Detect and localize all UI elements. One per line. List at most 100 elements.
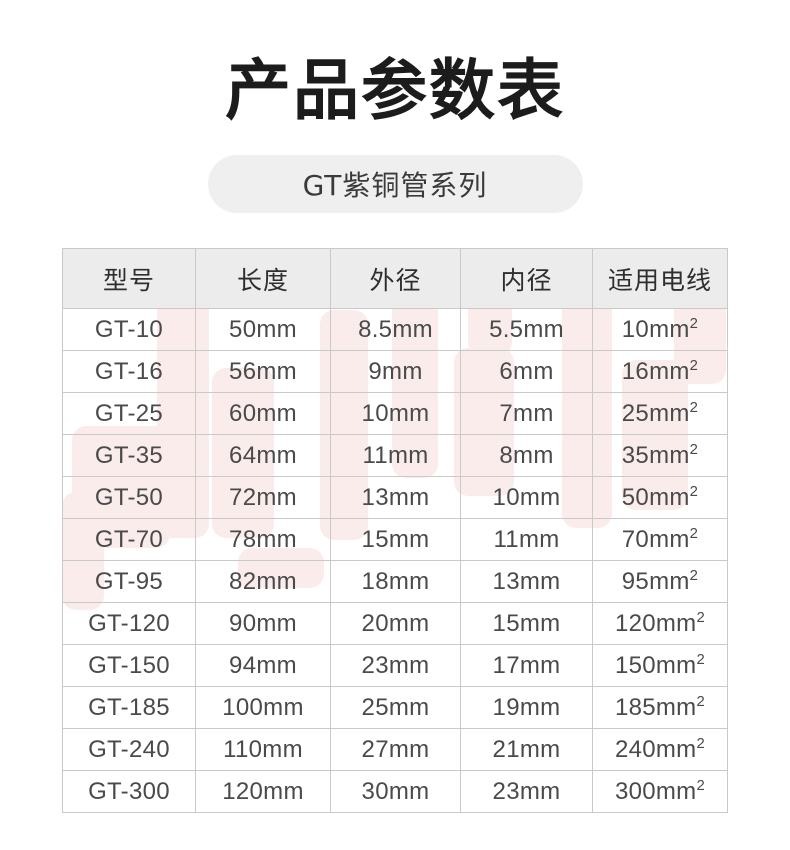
cell-model: GT-185 <box>62 686 196 729</box>
table-row: GT-185 100mm 25mm 19mm 185mm2 <box>62 686 728 729</box>
cell-model: GT-50 <box>62 476 196 519</box>
cell-applicable-wire: 300mm2 <box>592 770 728 813</box>
cell-length: 120mm <box>195 770 331 813</box>
cell-length: 94mm <box>195 644 331 687</box>
wire-value: 25 <box>621 399 650 427</box>
table-header-row: 型号 长度 外径 内径 适用电线 <box>62 248 728 309</box>
wire-unit-exponent: 2 <box>689 441 699 458</box>
wire-unit: mm <box>655 651 697 679</box>
cell-outer-diameter: 18mm <box>330 560 461 603</box>
cell-inner-diameter: 15mm <box>460 602 593 645</box>
cell-outer-diameter: 11mm <box>330 434 461 477</box>
cell-outer-diameter: 9mm <box>330 350 461 393</box>
table-row: GT-95 82mm 18mm 13mm 95mm2 <box>62 560 728 603</box>
cell-outer-diameter: 15mm <box>330 518 461 561</box>
wire-value: 35 <box>621 441 650 469</box>
cell-outer-diameter: 23mm <box>330 644 461 687</box>
spec-table: 型号 长度 外径 内径 适用电线 GT-10 50mm 8.5mm 5.5mm 10mm… <box>62 248 728 813</box>
cell-outer-diameter: 20mm <box>330 602 461 645</box>
cell-length: 78mm <box>195 518 331 561</box>
table-row: GT-150 94mm 23mm 17mm 150mm2 <box>62 644 728 687</box>
cell-applicable-wire: 25mm2 <box>592 392 728 435</box>
page-title: 产品参数表 <box>225 52 565 129</box>
wire-unit: mm <box>655 609 697 637</box>
subtitle-container: GT紫铜管系列 <box>0 155 790 213</box>
cell-model: GT-70 <box>62 518 196 561</box>
wire-unit: mm <box>649 441 690 469</box>
table-header: 型号 长度 外径 内径 适用电线 <box>62 248 728 309</box>
wire-unit: mm <box>655 735 697 763</box>
wire-value: 95 <box>621 567 650 595</box>
cell-inner-diameter: 5.5mm <box>460 308 593 351</box>
wire-value: 10 <box>621 315 650 343</box>
wire-unit-exponent: 2 <box>696 693 706 710</box>
cell-model: GT-25 <box>62 392 196 435</box>
table-body: GT-10 50mm 8.5mm 5.5mm 10mm2 GT-16 56mm 9mm 6mm 1… <box>62 308 728 813</box>
cell-inner-diameter: 10mm <box>460 476 593 519</box>
wire-value: 70 <box>621 525 650 553</box>
column-header-model: 型号 <box>62 248 196 309</box>
cell-inner-diameter: 17mm <box>460 644 593 687</box>
wire-unit: mm <box>649 483 690 511</box>
wire-unit-exponent: 2 <box>689 357 699 374</box>
cell-inner-diameter: 6mm <box>460 350 593 393</box>
table-row: GT-35 64mm 11mm 8mm 35mm2 <box>62 434 728 477</box>
cell-model: GT-35 <box>62 434 196 477</box>
cell-inner-diameter: 8mm <box>460 434 593 477</box>
wire-unit-exponent: 2 <box>696 651 706 668</box>
cell-applicable-wire: 50mm2 <box>592 476 728 519</box>
wire-unit: mm <box>655 693 697 721</box>
cell-outer-diameter: 10mm <box>330 392 461 435</box>
cell-applicable-wire: 35mm2 <box>592 434 728 477</box>
cell-inner-diameter: 21mm <box>460 728 593 771</box>
cell-length: 64mm <box>195 434 331 477</box>
cell-length: 56mm <box>195 350 331 393</box>
wire-value: 16 <box>621 357 650 385</box>
wire-unit: mm <box>655 777 697 805</box>
cell-inner-diameter: 7mm <box>460 392 593 435</box>
cell-applicable-wire: 70mm2 <box>592 518 728 561</box>
wire-unit: mm <box>649 357 690 385</box>
wire-value: 185 <box>614 693 656 721</box>
wire-unit-exponent: 2 <box>689 483 699 500</box>
wire-unit: mm <box>649 399 690 427</box>
cell-length: 110mm <box>195 728 331 771</box>
wire-value: 50 <box>621 483 650 511</box>
cell-applicable-wire: 240mm2 <box>592 728 728 771</box>
cell-model: GT-16 <box>62 350 196 393</box>
table-row: GT-70 78mm 15mm 11mm 70mm2 <box>62 518 728 561</box>
cell-applicable-wire: 16mm2 <box>592 350 728 393</box>
table-row: GT-300 120mm 30mm 23mm 300mm2 <box>62 770 728 813</box>
cell-length: 72mm <box>195 476 331 519</box>
cell-applicable-wire: 95mm2 <box>592 560 728 603</box>
spec-table-block: 型号 长度 外径 内径 适用电线 GT-10 50mm 8.5mm 5.5mm 10mm… <box>62 248 728 813</box>
cell-model: GT-240 <box>62 728 196 771</box>
column-header-outer-diameter: 外径 <box>330 248 461 309</box>
table-row: GT-16 56mm 9mm 6mm 16mm2 <box>62 350 728 393</box>
cell-length: 100mm <box>195 686 331 729</box>
wire-unit-exponent: 2 <box>696 609 706 626</box>
cell-applicable-wire: 120mm2 <box>592 602 728 645</box>
cell-applicable-wire: 150mm2 <box>592 644 728 687</box>
table-row: GT-120 90mm 20mm 15mm 120mm2 <box>62 602 728 645</box>
cell-length: 50mm <box>195 308 331 351</box>
cell-outer-diameter: 27mm <box>330 728 461 771</box>
cell-model: GT-10 <box>62 308 196 351</box>
cell-applicable-wire: 10mm2 <box>592 308 728 351</box>
wire-value: 240 <box>614 735 656 763</box>
table-row: GT-240 110mm 27mm 21mm 240mm2 <box>62 728 728 771</box>
wire-unit-exponent: 2 <box>689 399 699 416</box>
cell-model: GT-120 <box>62 602 196 645</box>
wire-unit-exponent: 2 <box>689 567 699 584</box>
wire-unit-exponent: 2 <box>696 735 706 752</box>
wire-value: 150 <box>614 651 656 679</box>
table-row: GT-25 60mm 10mm 7mm 25mm2 <box>62 392 728 435</box>
cell-inner-diameter: 23mm <box>460 770 593 813</box>
cell-model: GT-150 <box>62 644 196 687</box>
cell-length: 60mm <box>195 392 331 435</box>
wire-value: 120 <box>614 609 656 637</box>
column-header-applicable-wire: 适用电线 <box>592 248 728 309</box>
cell-inner-diameter: 13mm <box>460 560 593 603</box>
wire-unit-exponent: 2 <box>696 777 706 794</box>
